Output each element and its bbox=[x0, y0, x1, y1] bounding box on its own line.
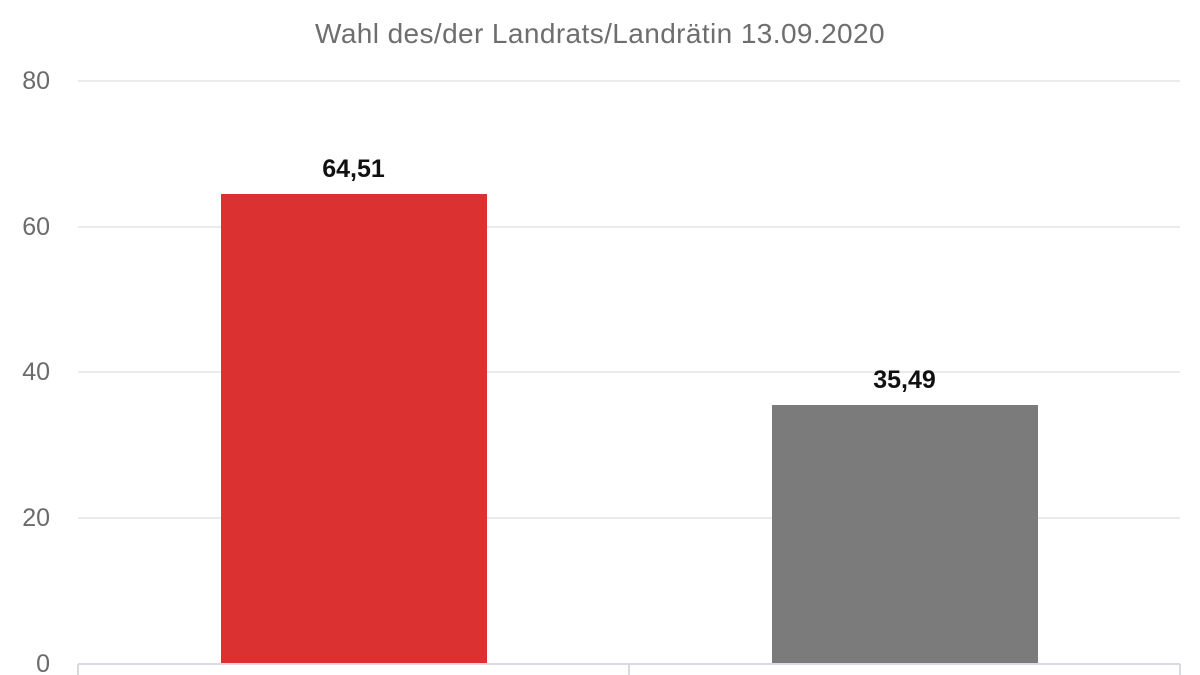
y-axis-label-60: 60 bbox=[22, 212, 50, 241]
x-axis-tick-0 bbox=[77, 663, 79, 675]
gridline-80 bbox=[78, 80, 1180, 82]
gridline-20 bbox=[78, 516, 1180, 519]
gridline-60 bbox=[78, 225, 1180, 228]
y-axis-label-40: 40 bbox=[22, 358, 50, 387]
bar-value-label-1: 64,51 bbox=[322, 154, 385, 183]
bar-value-label-2: 35,49 bbox=[873, 366, 936, 395]
x-axis-tick-2 bbox=[1179, 663, 1181, 675]
gridline-40 bbox=[78, 371, 1180, 374]
y-axis-label-0: 0 bbox=[36, 649, 50, 675]
bar-1 bbox=[220, 193, 487, 664]
chart-title: Wahl des/der Landrats/Landrätin 13.09.20… bbox=[315, 18, 885, 49]
y-axis-label-80: 80 bbox=[22, 67, 50, 95]
x-axis-tick-1 bbox=[628, 663, 630, 675]
bar-2 bbox=[771, 405, 1038, 664]
y-axis-label-20: 20 bbox=[22, 503, 50, 532]
